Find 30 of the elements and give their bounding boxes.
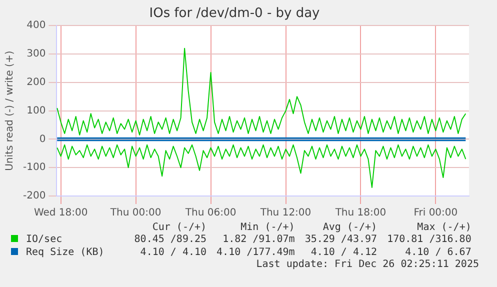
x-tick-label: Wed 18:00 [34, 208, 88, 219]
text: Cur (-/+) [151, 222, 207, 233]
text: Max (-/+) [416, 222, 472, 233]
text: 80.45 /89.25 [133, 233, 207, 246]
y-tick-label: -100 [22, 162, 46, 174]
text: 4.10 / 4.10 [139, 246, 207, 259]
text: 170.81 /316.80 [386, 233, 472, 246]
x-tick-label: Thu 00:00 [109, 208, 162, 219]
text: 1.82 /91.07m [222, 233, 295, 246]
y-tick-label: 300 [26, 48, 46, 60]
text: 35.29 /43.97 [304, 233, 378, 246]
y-tick-label: 0 [39, 134, 46, 145]
x-tick-label: Thu 06:00 [184, 208, 236, 219]
x-tick-label: Fri 00:00 [414, 208, 458, 219]
text: Last update: Fri Dec 26 02:25:11 2025 [255, 259, 480, 270]
y-tick-label: 100 [26, 105, 46, 116]
x-tick-label: Thu 18:00 [334, 208, 386, 219]
text: Avg (-/+) [322, 222, 378, 233]
y-tick-label: 200 [26, 76, 46, 88]
text: 4.10 /177.49m [216, 246, 295, 259]
chart-title: IOs for /dev/dm-0 - by day [149, 6, 320, 22]
y-axis-title: Units read (-) / write (+) [4, 50, 16, 171]
text: Min (-/+) [240, 222, 295, 233]
text: 4.10 / 4.12 [310, 246, 378, 259]
y-tick-label: -200 [22, 190, 46, 202]
x-tick-label: Thu 12:00 [259, 208, 312, 219]
legend-label: Req Size (KB) [25, 246, 106, 259]
legend-label: IO/sec [25, 233, 64, 246]
y-tick-label: 400 [26, 20, 46, 32]
text: 4.10 / 6.67 [404, 246, 472, 259]
